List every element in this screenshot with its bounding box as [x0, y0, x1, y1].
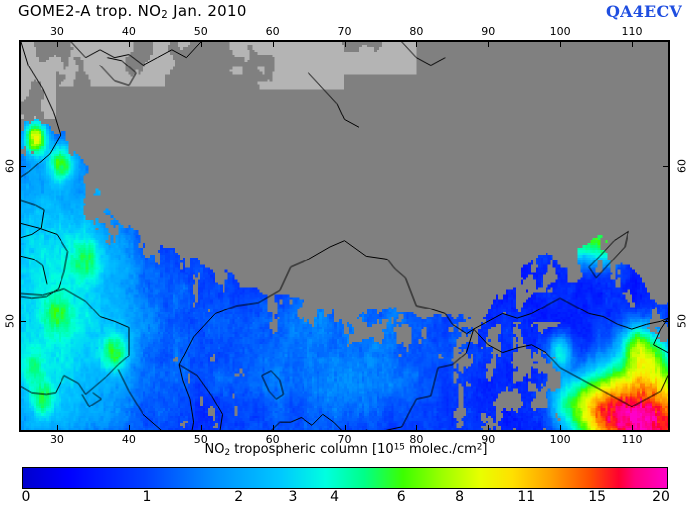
- x-tickmark-60: [272, 425, 274, 430]
- y-tick-label-right-50: 50: [675, 314, 689, 329]
- x-tickmark-30: [56, 425, 58, 430]
- y-tickmark-60: [663, 166, 668, 168]
- colorbar-tick-4: 4: [330, 489, 340, 505]
- colorbar-label-close: ]: [482, 442, 488, 457]
- x-tickmark-40: [128, 42, 130, 47]
- x-tickmark-90: [488, 42, 490, 47]
- title-suffix: Jan. 2010: [168, 2, 247, 20]
- x-tickmark-50: [200, 42, 202, 47]
- colorbar-tick-0: 0: [21, 489, 31, 505]
- x-tick-label-top-60: 60: [265, 25, 280, 38]
- colorbar-tick-6: 6: [396, 489, 406, 505]
- colorbar-tick-2: 2: [234, 489, 244, 505]
- y-tickmark-60: [21, 166, 26, 168]
- x-axis-bottom: 30 40 50 60 70 80 90 100 110: [0, 433, 692, 447]
- map-plot-frame: [19, 40, 670, 432]
- colorbar-tick-labels: 0 1 2 3 4 6 8 11 15 20: [0, 489, 692, 507]
- x-tickmark-70: [344, 425, 346, 430]
- x-tickmark-40: [128, 425, 130, 430]
- x-tickmark-100: [560, 425, 562, 430]
- x-tickmark-70: [344, 42, 346, 47]
- x-tickmark-50: [200, 425, 202, 430]
- y-tickmark-50: [663, 321, 668, 323]
- x-tick-label-top-50: 50: [193, 25, 208, 38]
- qa4ecv-logo: QA4ECV: [605, 2, 682, 21]
- x-tick-label-top-100: 100: [549, 25, 571, 38]
- x-tickmark-80: [416, 425, 418, 430]
- colorbar-tick-1: 1: [142, 489, 152, 505]
- x-tick-label-bottom-40: 40: [121, 433, 136, 446]
- x-tickmark-60: [272, 42, 274, 47]
- colorbar-tick-15: 15: [588, 489, 607, 505]
- x-tick-label-top-110: 110: [621, 25, 643, 38]
- x-tick-label-bottom-30: 30: [49, 433, 64, 446]
- x-tick-label-top-90: 90: [481, 25, 496, 38]
- colorbar-label: NO2 tropospheric column [1015 molec./cm2…: [0, 442, 692, 458]
- x-tickmark-110: [632, 425, 634, 430]
- x-tick-label-top-40: 40: [121, 25, 136, 38]
- colorbar-label-prefix: NO: [204, 442, 225, 457]
- colorbar-gradient: [23, 468, 667, 488]
- x-tick-label-bottom-90: 90: [481, 433, 496, 446]
- y-tick-label-left-60: 60: [3, 159, 17, 174]
- colorbar-tick-20: 20: [652, 489, 670, 505]
- x-tickmark-30: [56, 42, 58, 47]
- colorbar-tick-8: 8: [455, 489, 465, 505]
- page-title: GOME2-A trop. NO2 Jan. 2010: [18, 2, 247, 21]
- no2-heatmap-canvas: [21, 42, 668, 430]
- y-tick-label-left-50: 50: [3, 314, 17, 329]
- y-tick-label-right-60: 60: [675, 159, 689, 174]
- x-tick-label-bottom-100: 100: [549, 433, 571, 446]
- y-tickmark-50: [21, 321, 26, 323]
- colorbar-label-exponent2: 2: [476, 442, 483, 453]
- colorbar: [22, 467, 668, 489]
- x-tick-label-bottom-70: 70: [337, 433, 352, 446]
- y-axis-right: 60 50: [674, 0, 690, 507]
- x-tick-label-top-30: 30: [49, 25, 64, 38]
- x-tickmark-80: [416, 42, 418, 47]
- x-tickmark-100: [560, 42, 562, 47]
- title-prefix: GOME2-A trop. NO: [18, 2, 162, 20]
- colorbar-tick-11: 11: [517, 489, 536, 505]
- y-axis-left: 60 50: [2, 0, 18, 507]
- x-tick-label-top-70: 70: [337, 25, 352, 38]
- colorbar-label-exponent: 15: [393, 442, 405, 453]
- x-tick-label-bottom-110: 110: [621, 433, 643, 446]
- title-subscript: 2: [161, 10, 169, 22]
- x-tickmark-90: [488, 425, 490, 430]
- x-tick-label-top-80: 80: [409, 25, 424, 38]
- x-tick-label-bottom-50: 50: [193, 433, 208, 446]
- x-axis-top: 30 40 50 60 70 80 90 100 110: [0, 25, 692, 39]
- colorbar-tick-3: 3: [288, 489, 298, 505]
- x-tickmark-110: [632, 42, 634, 47]
- colorbar-label-mid: tropospheric column [10: [230, 442, 394, 457]
- x-tick-label-bottom-60: 60: [265, 433, 280, 446]
- colorbar-label-subscript: 2: [224, 447, 231, 458]
- x-tick-label-bottom-80: 80: [409, 433, 424, 446]
- colorbar-label-suffix: molec./cm: [404, 442, 477, 457]
